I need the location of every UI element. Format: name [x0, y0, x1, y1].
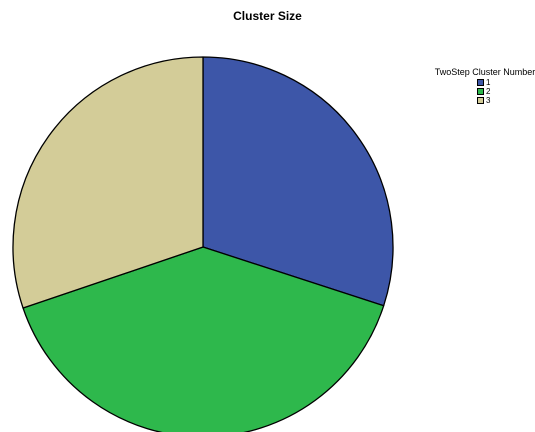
- legend-swatch: [477, 97, 484, 104]
- legend-item-1: 1: [438, 78, 535, 87]
- legend-label: 3: [486, 95, 491, 105]
- pie-slices: [12, 56, 394, 432]
- legend-item-2: 2: [438, 87, 535, 96]
- legend-label: 1: [486, 77, 491, 87]
- legend-swatch: [477, 88, 484, 95]
- legend-swatch: [477, 79, 484, 86]
- legend-label: 2: [486, 86, 491, 96]
- legend-item-3: 3: [438, 96, 535, 105]
- chart-title: Cluster Size: [233, 9, 302, 23]
- legend-title: TwoStep Cluster Number: [434, 67, 535, 77]
- pie-slice-3: [12, 56, 204, 309]
- pie-slice-2: [22, 246, 385, 432]
- pie-slice-1: [202, 56, 394, 307]
